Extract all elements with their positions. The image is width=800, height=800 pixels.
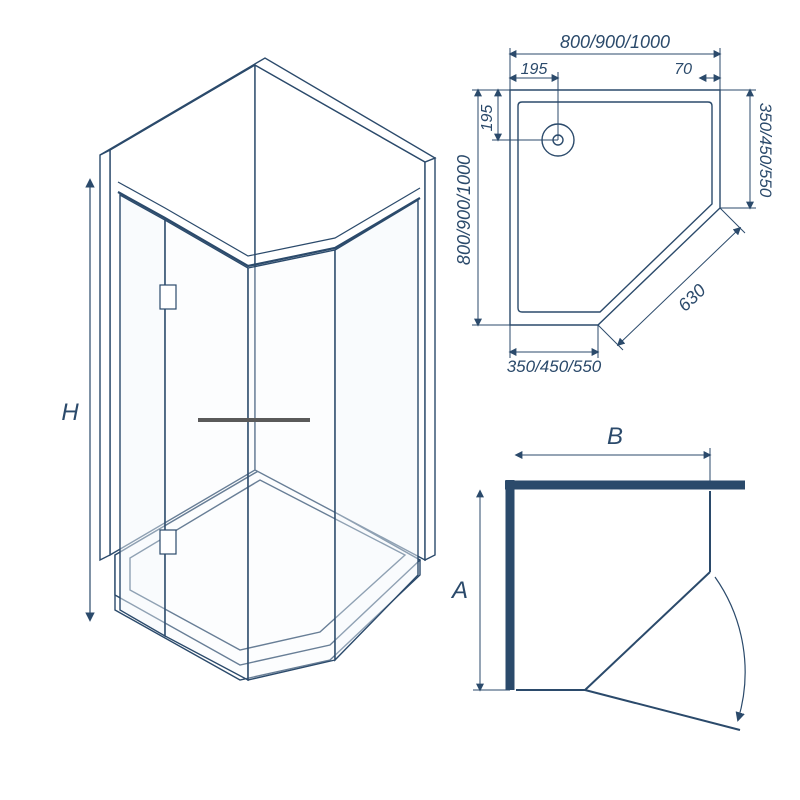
iso-view: H (61, 58, 435, 680)
plan-view: 800/900/1000 195 70 800/900/1000 195 (454, 32, 775, 376)
dim-A (473, 491, 510, 690)
schematic-door-line (585, 690, 740, 730)
dim-bottom (510, 325, 598, 358)
dim-B (516, 448, 710, 485)
label-H: H (61, 399, 79, 426)
dim-top-70-text: 70 (674, 61, 692, 78)
schematic-swing-arc (715, 577, 745, 720)
label-B: B (607, 423, 623, 450)
dim-right-depth-text: 350/450/550 (756, 103, 775, 198)
dim-left-195-text: 195 (479, 105, 496, 132)
dim-right-depth (720, 90, 756, 208)
dim-bottom-text: 350/450/550 (507, 357, 602, 376)
dim-top-width-text: 800/900/1000 (560, 32, 670, 52)
dim-top-195-text: 195 (521, 61, 548, 78)
schematic-view: B A (450, 423, 745, 730)
dim-diag-630-text: 630 (674, 280, 710, 315)
schematic-outline (516, 491, 710, 690)
dim-left-height-text: 800/900/1000 (454, 155, 474, 265)
label-A: A (450, 577, 468, 604)
